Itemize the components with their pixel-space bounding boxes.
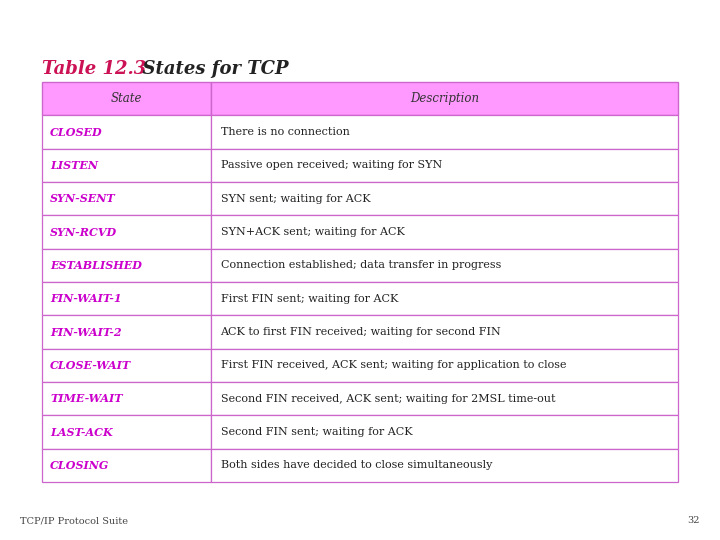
Bar — [210, 116, 678, 148]
Bar — [210, 215, 678, 248]
Text: First FIN received, ACK sent; waiting for application to close: First FIN received, ACK sent; waiting fo… — [220, 360, 566, 370]
Text: SYN sent; waiting for ACK: SYN sent; waiting for ACK — [220, 194, 370, 204]
Bar — [210, 315, 678, 349]
Bar — [210, 282, 678, 315]
Text: First FIN sent; waiting for ACK: First FIN sent; waiting for ACK — [220, 294, 398, 303]
Text: TIME-WAIT: TIME-WAIT — [50, 393, 122, 404]
Bar — [42, 116, 210, 148]
Bar — [42, 248, 210, 282]
Bar — [210, 182, 678, 215]
Text: SYN+ACK sent; waiting for ACK: SYN+ACK sent; waiting for ACK — [220, 227, 405, 237]
Text: CLOSED: CLOSED — [50, 126, 103, 138]
Text: SYN-SENT: SYN-SENT — [50, 193, 116, 204]
Text: FIN-WAIT-2: FIN-WAIT-2 — [50, 327, 122, 338]
Text: SYN-RCVD: SYN-RCVD — [50, 226, 117, 238]
Bar — [42, 382, 210, 415]
Text: CLOSE-WAIT: CLOSE-WAIT — [50, 360, 131, 371]
Text: LAST-ACK: LAST-ACK — [50, 427, 112, 437]
Bar — [210, 82, 678, 116]
Bar — [42, 182, 210, 215]
Text: States for TCP: States for TCP — [130, 60, 289, 78]
Bar — [42, 82, 210, 116]
Bar — [210, 148, 678, 182]
Bar — [210, 349, 678, 382]
Text: ESTABLISHED: ESTABLISHED — [50, 260, 142, 271]
Text: CLOSING: CLOSING — [50, 460, 109, 471]
Text: FIN-WAIT-1: FIN-WAIT-1 — [50, 293, 122, 304]
Text: Second FIN received, ACK sent; waiting for 2MSL time-out: Second FIN received, ACK sent; waiting f… — [220, 394, 555, 404]
Text: There is no connection: There is no connection — [220, 127, 349, 137]
Bar — [42, 415, 210, 449]
Bar — [42, 349, 210, 382]
Text: 32: 32 — [688, 516, 700, 525]
Bar — [210, 248, 678, 282]
Text: Table 12.3: Table 12.3 — [42, 60, 146, 78]
Text: Both sides have decided to close simultaneously: Both sides have decided to close simulta… — [220, 460, 492, 470]
Bar — [42, 148, 210, 182]
Text: Second FIN sent; waiting for ACK: Second FIN sent; waiting for ACK — [220, 427, 412, 437]
Bar — [210, 382, 678, 415]
Text: TCP/IP Protocol Suite: TCP/IP Protocol Suite — [20, 516, 128, 525]
Bar — [210, 449, 678, 482]
Text: Connection established; data transfer in progress: Connection established; data transfer in… — [220, 260, 501, 271]
Bar — [42, 315, 210, 349]
Text: Description: Description — [410, 92, 479, 105]
Bar — [210, 415, 678, 449]
Bar — [42, 215, 210, 248]
Text: ACK to first FIN received; waiting for second FIN: ACK to first FIN received; waiting for s… — [220, 327, 501, 337]
Text: Passive open received; waiting for SYN: Passive open received; waiting for SYN — [220, 160, 442, 170]
Bar — [42, 282, 210, 315]
Text: LISTEN: LISTEN — [50, 160, 98, 171]
Bar — [42, 449, 210, 482]
Text: State: State — [111, 92, 142, 105]
